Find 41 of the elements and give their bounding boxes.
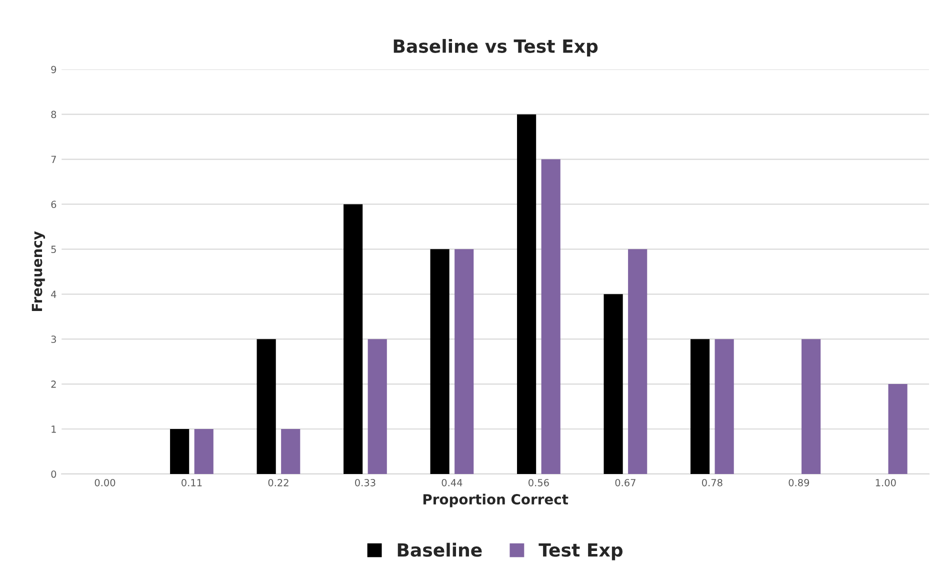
y-tick-label: 4 (51, 290, 56, 298)
y-tick-label: 2 (51, 380, 56, 388)
bar (517, 114, 536, 474)
x-axis-title: Proportion Correct (423, 494, 568, 508)
x-tick-label: 1.00 (876, 478, 896, 486)
x-tick-label: 0.78 (702, 478, 722, 486)
y-tick-label: 6 (51, 200, 56, 208)
x-tick-label: 0.67 (615, 478, 636, 486)
y-axis-title: Frequency (32, 231, 46, 312)
bar (628, 249, 648, 474)
bar (714, 339, 734, 474)
y-tick-label: 7 (51, 156, 56, 163)
bar (281, 429, 300, 474)
x-tick-label: 0.22 (268, 478, 288, 486)
bar (170, 429, 190, 474)
x-tick-label: 0.11 (182, 478, 202, 486)
bar (344, 204, 363, 474)
bar (454, 249, 474, 474)
legend-label: Test Exp (538, 543, 623, 560)
bar (430, 249, 450, 474)
y-tick-label: 9 (51, 66, 56, 74)
legend-label: Baseline (398, 542, 482, 557)
y-tick-label: 1 (52, 426, 56, 433)
bar (368, 339, 387, 474)
x-tick-label: 0.33 (355, 478, 376, 486)
x-tick-label: 0.56 (528, 478, 549, 486)
bar (541, 159, 560, 474)
y-tick-label: 8 (51, 110, 56, 118)
x-tick-label: 0.89 (788, 478, 810, 486)
bar (194, 429, 214, 474)
bar (604, 294, 623, 474)
bar (256, 339, 276, 474)
bar (802, 339, 821, 474)
bar (888, 384, 908, 474)
y-tick-label: 3 (51, 336, 56, 343)
y-tick-label: 5 (51, 246, 56, 254)
y-tick-label: 0 (51, 470, 56, 478)
chart-title: Baseline vs Test Exp (394, 38, 598, 56)
x-tick-label: 0.00 (94, 478, 116, 486)
bar (690, 339, 710, 474)
x-tick-label: 0.44 (442, 478, 462, 486)
